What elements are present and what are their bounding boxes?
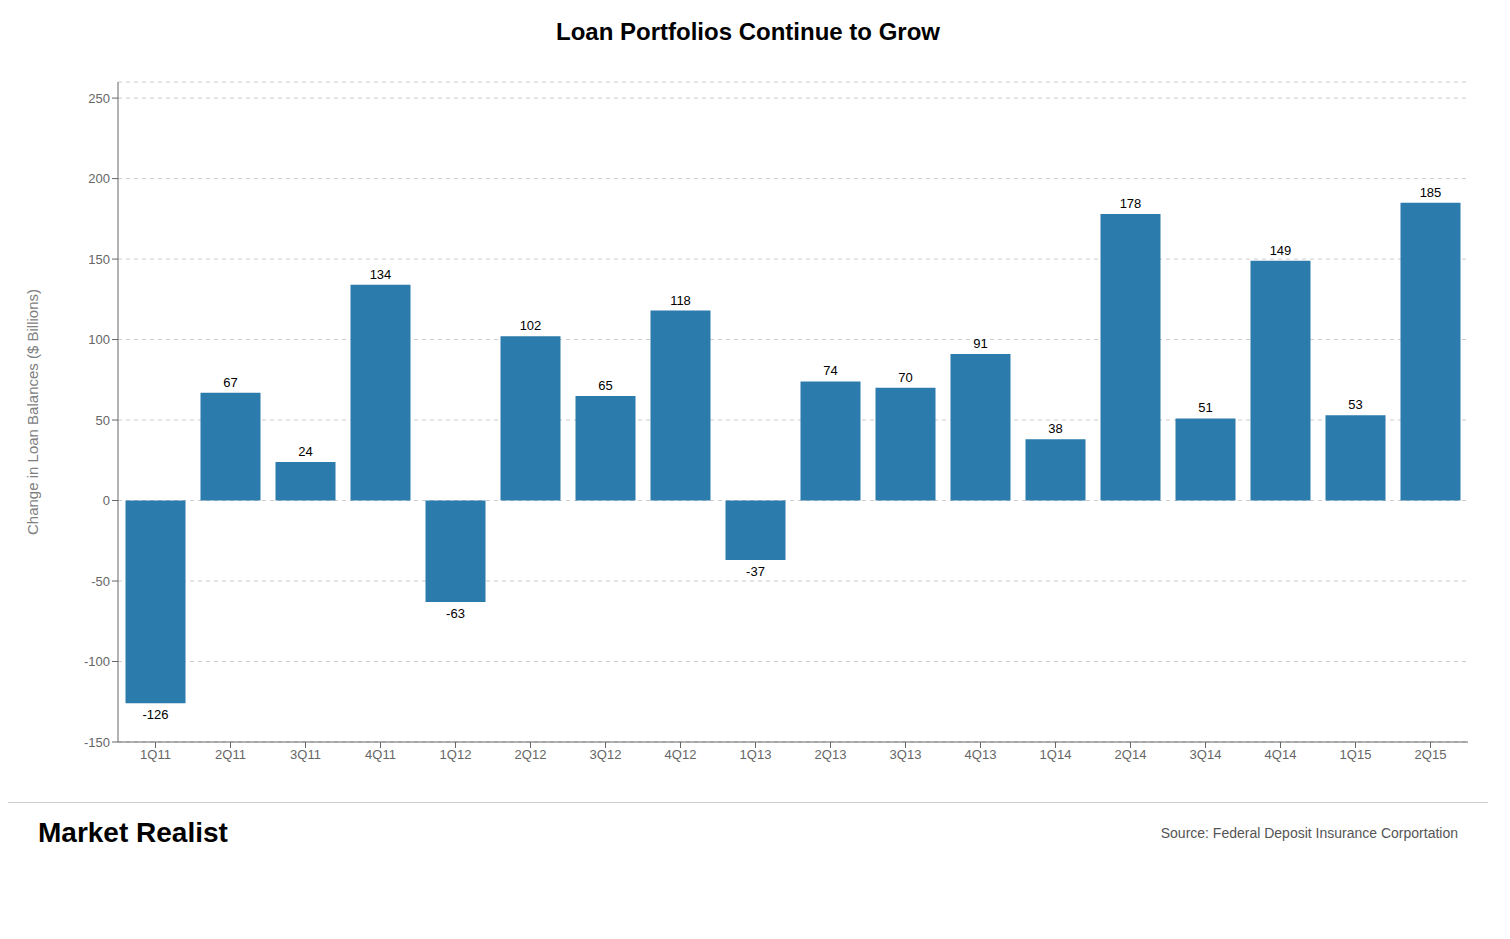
svg-text:178: 178: [1120, 196, 1142, 211]
svg-text:3Q12: 3Q12: [590, 747, 622, 762]
svg-text:70: 70: [898, 370, 912, 385]
svg-text:185: 185: [1420, 185, 1442, 200]
svg-text:4Q14: 4Q14: [1265, 747, 1297, 762]
svg-text:1Q11: 1Q11: [140, 747, 171, 762]
svg-text:200: 200: [88, 171, 110, 186]
svg-text:134: 134: [370, 267, 392, 282]
svg-text:3Q14: 3Q14: [1190, 747, 1222, 762]
svg-text:2Q15: 2Q15: [1415, 747, 1447, 762]
svg-text:-50: -50: [91, 574, 110, 589]
svg-text:4Q11: 4Q11: [365, 747, 396, 762]
svg-text:4Q13: 4Q13: [965, 747, 997, 762]
html-text:Source: Federal Deposit Insura: Source: Federal Deposit Insurance Corpor…: [1160, 825, 1458, 841]
svg-text:118: 118: [670, 293, 691, 308]
svg-text:1Q14: 1Q14: [1040, 747, 1072, 762]
svg-text:65: 65: [598, 378, 612, 393]
svg-text:-126: -126: [142, 707, 168, 722]
svg-text:1Q13: 1Q13: [740, 747, 772, 762]
svg-text:3Q13: 3Q13: [890, 747, 922, 762]
svg-text:250: 250: [88, 91, 110, 106]
svg-text:50: 50: [96, 413, 110, 428]
html-text:Market Realist: Market Realist: [38, 817, 228, 848]
svg-text:Change in Loan Balances ($ Bil: Change in Loan Balances ($ Billions): [24, 289, 41, 535]
svg-text:2Q11: 2Q11: [215, 747, 246, 762]
svg-text:0: 0: [103, 493, 110, 508]
svg-text:67: 67: [223, 375, 237, 390]
svg-text:-150: -150: [84, 735, 110, 750]
svg-text:4Q12: 4Q12: [665, 747, 697, 762]
svg-text:-37: -37: [746, 564, 765, 579]
svg-text:1Q15: 1Q15: [1340, 747, 1372, 762]
svg-text:2Q12: 2Q12: [515, 747, 547, 762]
html-text:Loan Portfolios Continue to Gr: Loan Portfolios Continue to Grow: [556, 18, 940, 45]
svg-text:2Q13: 2Q13: [815, 747, 847, 762]
svg-text:102: 102: [520, 318, 542, 333]
svg-text:53: 53: [1348, 397, 1362, 412]
svg-text:51: 51: [1198, 400, 1212, 415]
svg-text:-100: -100: [84, 654, 110, 669]
svg-text:2Q14: 2Q14: [1115, 747, 1147, 762]
svg-text:3Q11: 3Q11: [290, 747, 321, 762]
svg-text:74: 74: [823, 363, 837, 378]
svg-text:1Q12: 1Q12: [440, 747, 472, 762]
svg-text:150: 150: [88, 252, 110, 267]
svg-text:-63: -63: [446, 606, 465, 621]
svg-text:91: 91: [973, 336, 987, 351]
svg-text:38: 38: [1048, 421, 1062, 436]
svg-text:149: 149: [1270, 243, 1292, 258]
svg-text:100: 100: [88, 332, 110, 347]
svg-text:24: 24: [298, 444, 312, 459]
